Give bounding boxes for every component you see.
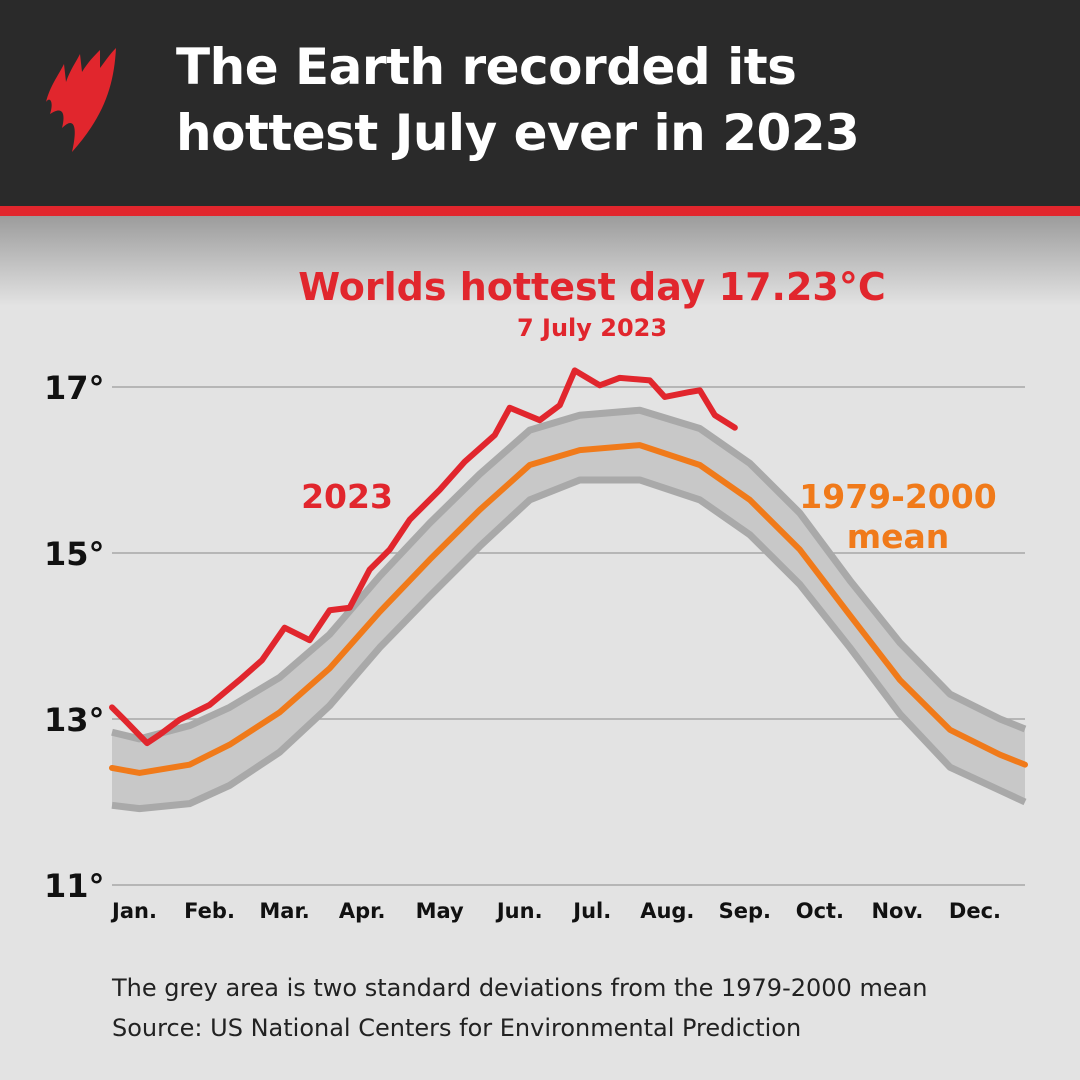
x-tick-label: Jul. [571,899,611,923]
y-tick-label: 17° [44,369,105,407]
series-label-2023: 2023 [301,477,393,516]
footnote-source: Source: US National Centers for Environm… [112,1014,802,1042]
y-tick-label: 11° [44,867,105,905]
sbs-logo-icon [46,48,116,152]
annotation-title: Worlds hottest day 17.23°C [298,265,886,309]
y-tick-label: 13° [44,701,105,739]
x-tick-label: May [416,899,464,923]
x-tick-label: Jun. [495,899,543,923]
x-tick-label: Dec. [949,899,1001,923]
series-line-mean [109,442,1028,776]
y-tick-label: 15° [44,535,105,573]
gradient-fade [0,216,1080,306]
footnote-note: The grey area is two standard deviations… [112,974,928,1002]
x-tick-label: Oct. [796,899,844,923]
series-line-2023 [109,367,738,747]
title-line-1: The Earth recorded its [176,38,797,96]
band-lower-edge [111,476,1027,813]
header-bar [0,0,1080,206]
x-tick-label: Jan. [110,899,157,923]
x-tick-label: Apr. [339,899,386,923]
series-label-mean-line2: mean [847,517,950,556]
x-tick-label: Sep. [719,899,771,923]
page-title: The Earth recorded its hottest July ever… [176,34,860,166]
band-upper-edge [111,406,1027,743]
x-tick-label: Nov. [871,899,923,923]
footnote: The grey area is two standard deviations… [112,968,928,1048]
series-label-mean-line1: 1979-2000 [799,477,996,516]
red-divider [0,206,1080,216]
title-line-2: hottest July ever in 2023 [176,104,860,162]
annotation-subtitle: 7 July 2023 [517,314,667,342]
x-tick-label: Mar. [259,899,309,923]
std-dev-band [112,410,1025,809]
x-tick-label: Feb. [184,899,235,923]
x-tick-label: Aug. [640,899,694,923]
